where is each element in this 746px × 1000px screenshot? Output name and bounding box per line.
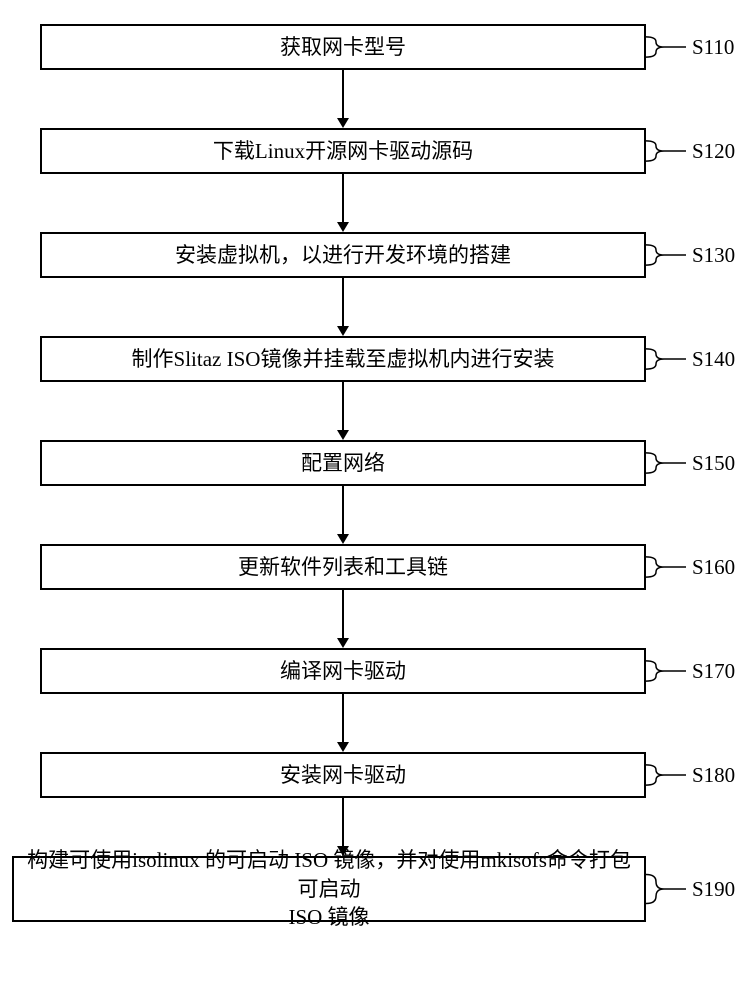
step-bracket: [646, 748, 690, 802]
step-bracket: [646, 644, 690, 698]
step-bracket: [646, 540, 690, 594]
step-bracket: [646, 20, 690, 74]
flow-step-text: 安装网卡驱动: [280, 761, 406, 789]
flow-step-box: 获取网卡型号: [40, 24, 646, 70]
flow-arrow: [328, 382, 358, 442]
flow-step-label: S150: [692, 451, 735, 476]
step-bracket: [646, 436, 690, 490]
flow-step-label: S190: [692, 877, 735, 902]
flow-step-label: S110: [692, 35, 734, 60]
flow-arrow: [328, 590, 358, 650]
flow-arrow: [328, 486, 358, 546]
step-bracket: [646, 332, 690, 386]
flow-step-box: 安装虚拟机，以进行开发环境的搭建: [40, 232, 646, 278]
step-bracket: [646, 228, 690, 282]
flow-step-text: 更新软件列表和工具链: [238, 553, 448, 581]
flow-step-text: 编译网卡驱动: [280, 657, 406, 685]
flow-step-box: 下载Linux开源网卡驱动源码: [40, 128, 646, 174]
flow-step-label: S120: [692, 139, 735, 164]
step-bracket: [646, 124, 690, 178]
flowchart-canvas: 获取网卡型号 S110 下载Linux开源网卡驱动源码 S120 安装虚拟机，以进行开发…: [0, 0, 746, 1000]
flow-step-text: 获取网卡型号: [280, 33, 406, 61]
flow-step-label: S140: [692, 347, 735, 372]
flow-arrow: [328, 278, 358, 338]
flow-step-text: 安装虚拟机，以进行开发环境的搭建: [175, 241, 511, 269]
flow-step-text: 制作Slitaz ISO镜像并挂载至虚拟机内进行安装: [132, 345, 555, 373]
flow-arrow: [328, 70, 358, 130]
flow-step-box: 安装网卡驱动: [40, 752, 646, 798]
flow-step-text: 构建可使用isolinux 的可启动 ISO 镜像，并对使用mkisofs命令打…: [22, 846, 636, 931]
flow-step-box: 构建可使用isolinux 的可启动 ISO 镜像，并对使用mkisofs命令打…: [12, 856, 646, 922]
flow-step-box: 更新软件列表和工具链: [40, 544, 646, 590]
flow-arrow: [328, 174, 358, 234]
flow-step-text: 下载Linux开源网卡驱动源码: [213, 137, 473, 165]
flow-step-label: S160: [692, 555, 735, 580]
flow-step-box: 制作Slitaz ISO镜像并挂载至虚拟机内进行安装: [40, 336, 646, 382]
flow-step-label: S130: [692, 243, 735, 268]
flow-step-box: 配置网络: [40, 440, 646, 486]
flow-step-box: 编译网卡驱动: [40, 648, 646, 694]
flow-arrow: [328, 694, 358, 754]
step-bracket: [646, 852, 690, 926]
flow-step-label: S170: [692, 659, 735, 684]
flow-step-label: S180: [692, 763, 735, 788]
flow-step-text: 配置网络: [301, 449, 385, 477]
